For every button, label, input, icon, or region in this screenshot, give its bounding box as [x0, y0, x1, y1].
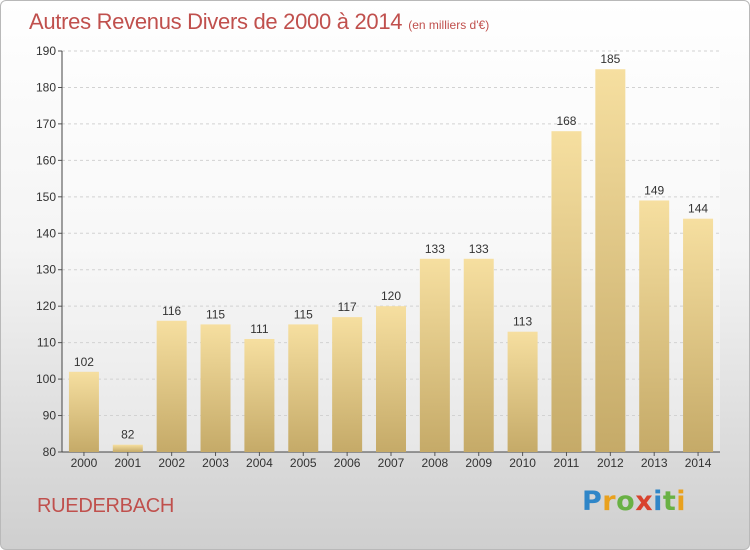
bar-value-label: 168 — [556, 114, 576, 128]
bar — [288, 324, 319, 452]
x-tick-label: 2005 — [290, 456, 317, 470]
y-tick-label: 130 — [36, 263, 56, 277]
y-tick-label: 80 — [43, 445, 57, 459]
x-tick-label: 2011 — [554, 456, 580, 470]
logo-letter: i — [653, 486, 663, 517]
bar-value-label: 133 — [469, 242, 489, 256]
y-tick-label: 100 — [36, 372, 56, 386]
bar-value-label: 133 — [425, 242, 445, 256]
x-tick-label: 2009 — [465, 456, 492, 470]
x-tick-label: 2013 — [641, 456, 668, 470]
x-tick-label: 2004 — [246, 456, 273, 470]
x-tick-label: 2006 — [334, 456, 361, 470]
bar — [332, 317, 363, 452]
bar-value-label: 82 — [121, 428, 135, 442]
x-tick-label: 2000 — [71, 456, 98, 470]
bar-value-label: 185 — [600, 52, 620, 66]
bar-value-label: 149 — [644, 183, 664, 197]
bar — [639, 200, 670, 452]
logo-letter: P — [582, 486, 603, 517]
bar-value-label: 115 — [294, 307, 313, 321]
bar — [507, 331, 538, 452]
bar — [244, 338, 275, 452]
bar-value-label: 117 — [338, 300, 357, 314]
bar-value-label: 120 — [381, 289, 401, 303]
bar-value-label: 116 — [162, 304, 181, 318]
y-tick-label: 90 — [43, 409, 57, 423]
bar — [463, 258, 494, 452]
x-tick-label: 2002 — [158, 456, 185, 470]
y-tick-label: 180 — [36, 80, 56, 94]
bar-value-label: 111 — [250, 322, 269, 336]
chart-subtitle: (en milliers d'€) — [408, 18, 490, 32]
x-tick-label: 2001 — [114, 456, 141, 470]
y-tick-label: 150 — [36, 190, 56, 204]
commune-name: RUEDERBACH — [37, 495, 175, 517]
bar-value-label: 115 — [206, 307, 225, 321]
y-tick-label: 160 — [36, 153, 56, 167]
y-tick-label: 170 — [36, 117, 56, 131]
bar — [68, 371, 99, 452]
bar-value-label: 144 — [688, 202, 708, 216]
y-tick-label: 110 — [37, 336, 56, 350]
y-tick-label: 190 — [36, 44, 56, 58]
x-tick-label: 2010 — [509, 456, 536, 470]
bar — [200, 324, 231, 452]
bar — [683, 218, 714, 452]
proxiti-logo[interactable]: Proxiti — [582, 486, 686, 517]
logo-letter: x — [635, 486, 654, 517]
y-tick-label: 120 — [36, 299, 56, 313]
logo-letter: t — [662, 486, 677, 517]
logo-letter: o — [616, 486, 636, 517]
bar-value-label: 113 — [513, 315, 532, 329]
x-tick-label: 2014 — [685, 456, 712, 470]
bar-value-label: 102 — [74, 355, 94, 369]
y-tick-label: 140 — [36, 226, 56, 240]
bar — [595, 69, 626, 453]
x-tick-label: 2007 — [378, 456, 405, 470]
x-tick-label: 2008 — [422, 456, 449, 470]
bar — [376, 306, 406, 452]
chart-title: Autres Revenus Divers de 2000 à 2014 (en … — [29, 9, 489, 35]
bar — [156, 320, 187, 452]
chart-title-main: Autres Revenus Divers de 2000 à 2014 — [29, 9, 403, 34]
x-tick-label: 2012 — [597, 456, 624, 470]
bar — [551, 131, 582, 452]
bar — [112, 444, 143, 452]
bar — [419, 258, 450, 452]
x-tick-label: 2003 — [202, 456, 229, 470]
logo-letter: i — [676, 486, 687, 517]
logo-letter: r — [602, 486, 617, 517]
